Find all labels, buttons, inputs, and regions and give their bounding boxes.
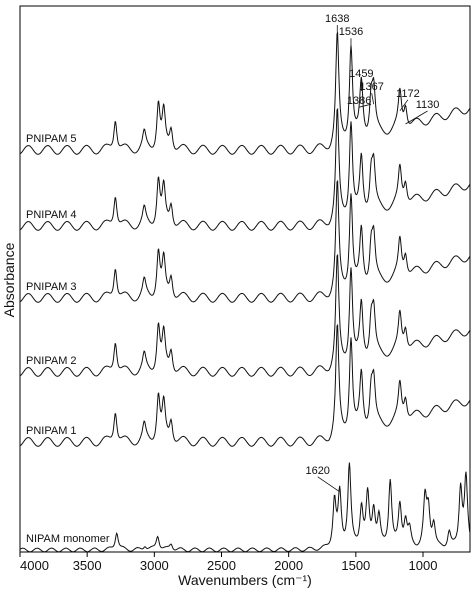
annotation-label: 1620 (305, 465, 329, 477)
series-label: PNIPAM 1 (26, 425, 77, 437)
annotation-label: 1638 (325, 13, 349, 25)
annotation-label: 1386 (347, 95, 371, 107)
spectrum-line-pnipam-5 (19, 31, 471, 155)
annotation-label: 1536 (339, 26, 363, 38)
spectrum-line-pnipam-3 (19, 179, 471, 303)
series-label: PNIPAM 3 (26, 281, 77, 293)
spectrum-line-pnipam-4 (19, 107, 471, 231)
spectrum-line-pnipam-2 (19, 253, 471, 377)
series-label: PNIPAM 2 (26, 355, 77, 367)
annotation-label: 1172 (396, 88, 420, 100)
annotation-leader (371, 93, 375, 105)
annotation-leader (359, 103, 372, 108)
annotation-label: 1367 (359, 81, 383, 93)
annotation-leader (405, 110, 428, 125)
x-tick-label: 3000 (140, 558, 169, 573)
x-tick-label: 1500 (341, 558, 370, 573)
x-tick-label: 4000 (20, 558, 49, 573)
x-tick-label: 1000 (409, 558, 438, 573)
series-label: NIPAM monomer (26, 533, 110, 545)
spectrum-line-pnipam-1 (19, 323, 471, 447)
x-tick-label: 2500 (207, 558, 236, 573)
series-label: PNIPAM 5 (26, 133, 77, 145)
x-axis-ticks: 4000 3500 3000 2500 2000 1500 1000 (19, 552, 438, 573)
annotation-leader (399, 99, 409, 112)
spectrum-line-nipam-monomer (19, 462, 471, 553)
spectra-group: NIPAM monomer PNIPAM 1 PNIPAM 2 PNIPAM 3 PNI… (19, 31, 471, 553)
x-axis-title: Wavenumbers (cm⁻¹) (178, 572, 312, 588)
x-tick-label: 3500 (73, 558, 102, 573)
series-label: PNIPAM 4 (26, 209, 77, 221)
annotation-label: 1459 (349, 68, 373, 80)
x-tick-label: 2000 (274, 558, 303, 573)
annotation-label: 1130 (416, 99, 440, 111)
y-axis-title: Absorbance (1, 242, 17, 317)
annotation-leader (317, 476, 340, 493)
